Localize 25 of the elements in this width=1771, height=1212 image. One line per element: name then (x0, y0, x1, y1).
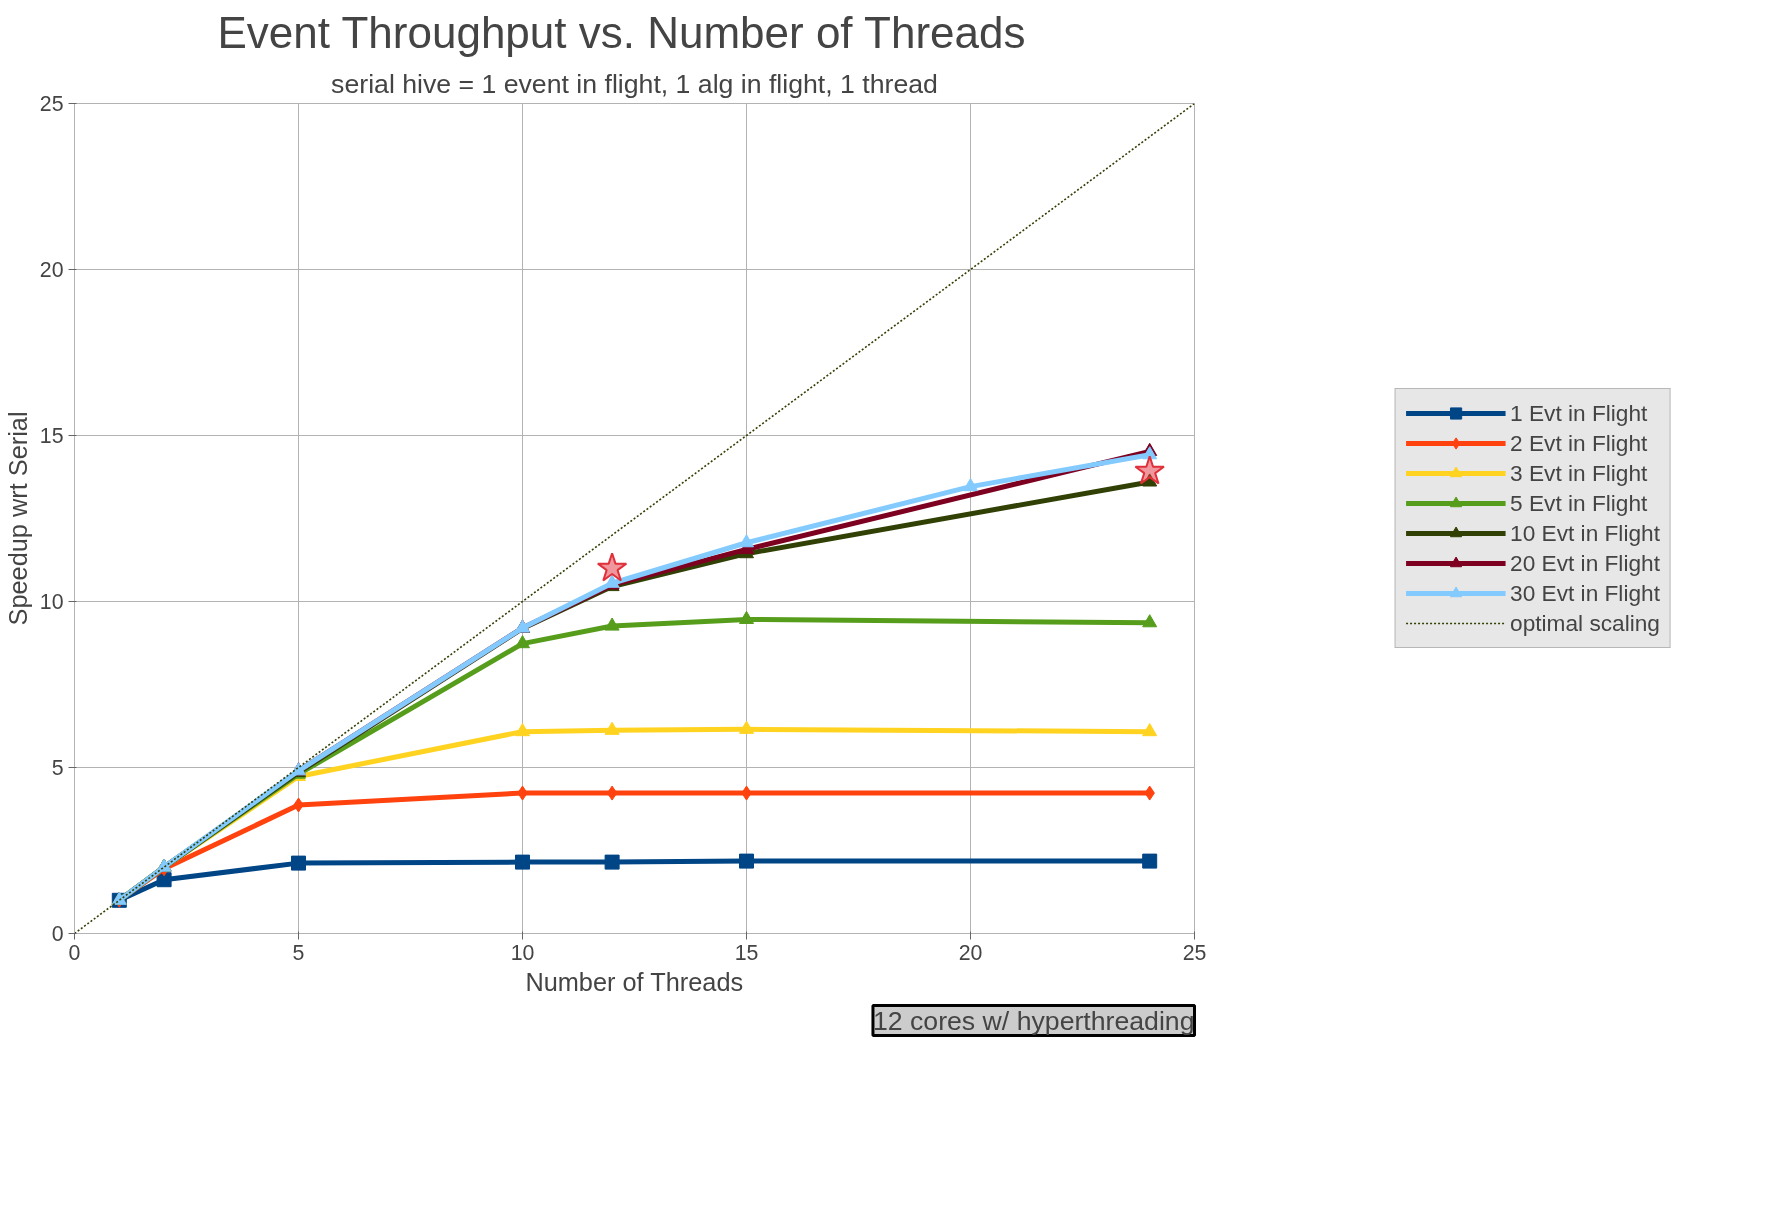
chart-title: Event Throughput vs. Number of Threads (217, 7, 1026, 57)
y-tick-label: 0 (51, 922, 64, 946)
text: 12 cores w/ hyperthreading (872, 1005, 1195, 1036)
legend-label: 1 Evt in Flight (1510, 399, 1648, 427)
x-tick-label: 25 (1182, 940, 1207, 965)
legend-label: 5 Evt in Flight (1510, 489, 1648, 517)
legend-label: 3 Evt in Flight (1510, 459, 1648, 487)
y-tick-label: 10 (39, 590, 64, 614)
legend-label: 2 Evt in Flight (1510, 429, 1648, 457)
legend-label: 10 Evt in Flight (1510, 519, 1660, 547)
x-tick-label: 10 (510, 940, 535, 965)
x-tick-label: 20 (958, 940, 983, 965)
x-tick-label: 5 (292, 940, 305, 965)
y-tick-label: 15 (39, 424, 64, 448)
y-axis-title: Speedup wrt Serial (3, 411, 32, 626)
x-tick-label: 15 (734, 940, 759, 965)
x-axis-title: Number of Threads (525, 967, 744, 996)
y-tick-label: 25 (39, 92, 64, 116)
legend-label: 20 Evt in Flight (1510, 549, 1660, 577)
chart-subtitle: serial hive = 1 event in flight, 1 alg in flight, 1 thread (331, 68, 938, 99)
x-tick-label: 0 (68, 940, 81, 965)
y-tick-label: 5 (51, 756, 64, 780)
legend-label: optimal scaling (1510, 609, 1660, 637)
legend-label: 30 Evt in Flight (1510, 579, 1660, 607)
y-tick-label: 20 (39, 258, 64, 282)
